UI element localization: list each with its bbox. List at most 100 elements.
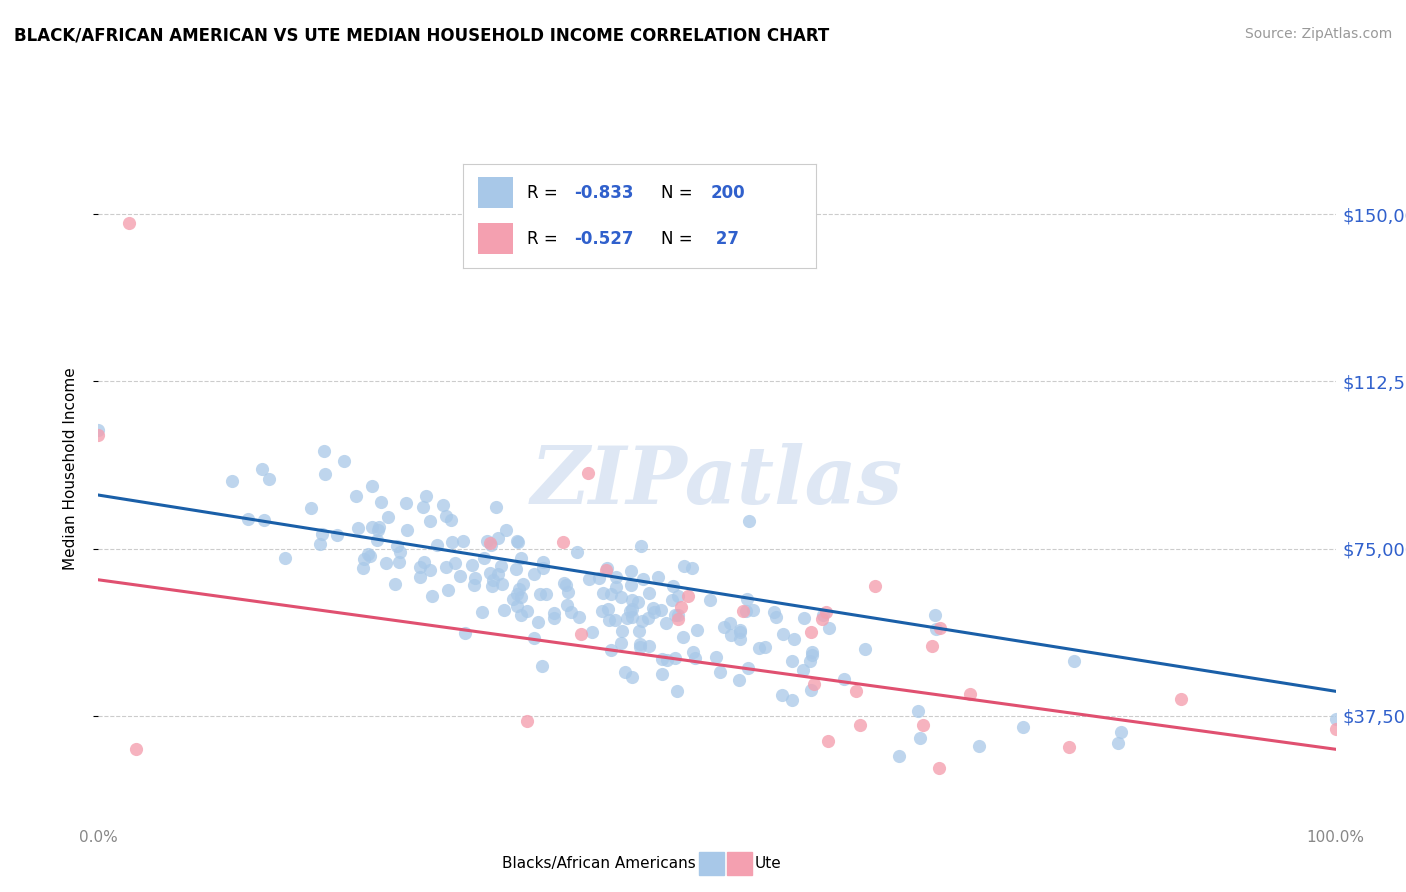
Point: [344, 490, 367, 504]
Point: [1063, 654, 1085, 668]
Point: [508, 535, 530, 549]
Point: [655, 616, 678, 631]
Point: [526, 615, 548, 629]
Point: [912, 718, 935, 732]
Point: [463, 578, 485, 592]
Point: [124, 742, 146, 756]
Point: [529, 587, 551, 601]
Point: [533, 555, 555, 569]
Point: [853, 642, 876, 657]
Point: [596, 561, 619, 575]
Point: [610, 590, 633, 604]
Point: [671, 599, 693, 614]
Point: [799, 654, 821, 668]
Point: [273, 550, 295, 565]
Point: [409, 570, 432, 584]
Point: [848, 718, 870, 732]
Point: [1324, 722, 1347, 736]
Point: [921, 640, 943, 654]
Point: [637, 611, 659, 625]
Point: [253, 513, 276, 527]
Point: [598, 613, 620, 627]
Point: [662, 579, 685, 593]
Point: [845, 683, 868, 698]
Point: [484, 500, 506, 514]
Point: [432, 498, 454, 512]
Point: [495, 523, 517, 537]
Point: [704, 649, 727, 664]
Point: [748, 641, 770, 656]
Point: [630, 614, 652, 628]
Point: [516, 603, 538, 617]
Point: [352, 561, 374, 575]
Point: [621, 602, 644, 616]
Point: [374, 556, 396, 570]
Point: [553, 576, 575, 591]
Point: [728, 623, 751, 637]
Point: [599, 587, 621, 601]
Point: [814, 605, 837, 619]
Point: [370, 495, 392, 509]
Point: [643, 605, 665, 619]
Point: [361, 479, 384, 493]
Point: [377, 510, 399, 524]
Text: Source: ZipAtlas.com: Source: ZipAtlas.com: [1244, 27, 1392, 41]
Point: [557, 585, 579, 599]
Text: R =: R =: [527, 229, 562, 248]
Point: [531, 560, 554, 574]
Point: [627, 594, 650, 608]
Point: [471, 606, 494, 620]
Point: [118, 216, 141, 230]
Point: [366, 533, 388, 548]
Point: [87, 428, 110, 442]
Text: ZIPatlas: ZIPatlas: [531, 443, 903, 520]
Point: [599, 642, 621, 657]
Point: [770, 688, 793, 702]
Point: [530, 658, 553, 673]
Text: 200: 200: [710, 184, 745, 202]
Text: N =: N =: [661, 229, 697, 248]
Text: 27: 27: [710, 229, 740, 248]
Point: [765, 609, 787, 624]
Point: [359, 549, 381, 563]
Point: [728, 673, 751, 687]
Point: [534, 586, 557, 600]
Point: [595, 563, 617, 577]
Point: [299, 500, 322, 515]
Point: [510, 608, 533, 623]
Point: [419, 514, 441, 528]
Point: [257, 472, 280, 486]
Point: [630, 540, 652, 554]
Point: [673, 559, 696, 574]
Point: [512, 577, 534, 591]
Point: [772, 627, 794, 641]
Point: [728, 632, 751, 647]
Point: [737, 661, 759, 675]
Point: [651, 666, 673, 681]
Point: [412, 500, 434, 514]
Point: [436, 508, 458, 523]
Point: [832, 672, 855, 686]
Point: [651, 652, 673, 666]
Point: [502, 592, 524, 607]
Point: [742, 602, 765, 616]
Point: [641, 600, 664, 615]
Point: [628, 637, 651, 651]
Point: [783, 632, 806, 646]
FancyBboxPatch shape: [478, 223, 513, 254]
Point: [811, 608, 834, 623]
Point: [385, 539, 408, 553]
Point: [800, 648, 823, 663]
Point: [441, 535, 464, 549]
Point: [928, 761, 950, 775]
Point: [1324, 712, 1347, 726]
Point: [620, 593, 643, 607]
Point: [451, 533, 474, 548]
Point: [817, 734, 839, 748]
Point: [478, 566, 501, 581]
Point: [426, 539, 449, 553]
Point: [605, 580, 627, 594]
Point: [811, 612, 834, 626]
Point: [907, 704, 929, 718]
Point: [959, 687, 981, 701]
